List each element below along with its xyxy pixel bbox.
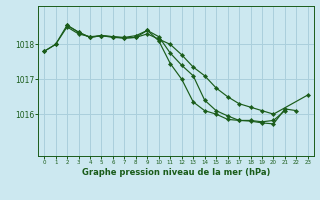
X-axis label: Graphe pression niveau de la mer (hPa): Graphe pression niveau de la mer (hPa): [82, 168, 270, 177]
